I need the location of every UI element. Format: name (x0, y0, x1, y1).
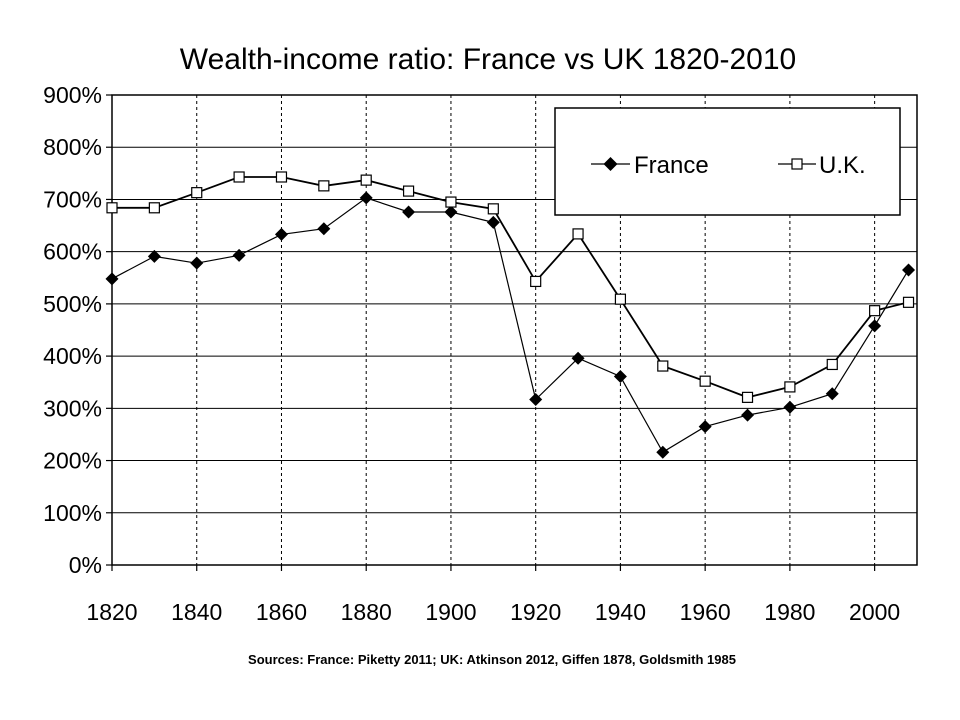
y-tick-label: 300% (43, 395, 102, 421)
u-k-point (784, 381, 796, 393)
y-tick-label: 800% (43, 134, 102, 160)
legend-france-label: France (634, 152, 709, 179)
u-k-point (869, 305, 881, 317)
france-point (444, 205, 458, 219)
france-line (111, 197, 910, 454)
y-tick-label: 0% (69, 552, 102, 578)
france-point (656, 445, 670, 459)
x-tick-label: 1860 (256, 599, 307, 625)
legend-uk-label: U.K. (819, 152, 866, 179)
u-k-point (106, 202, 118, 214)
y-tick-label: 700% (43, 186, 102, 212)
x-tick-label: 1840 (171, 599, 222, 625)
u-k-point (402, 185, 415, 197)
france-point (825, 387, 839, 401)
france-point (902, 263, 916, 277)
france-point (359, 191, 373, 205)
legend: France U.K. (554, 107, 901, 216)
france-point (868, 319, 882, 333)
u-k-point (741, 391, 754, 403)
x-axis: 1820 1840 1860 1880 1900 1920 1940 1960 1980 2000 (86, 565, 900, 625)
y-tick-label: 600% (43, 239, 102, 265)
france-point (571, 351, 585, 365)
source-note: Sources: France: Piketty 2011; UK: Atkin… (248, 652, 736, 667)
u-k-line (112, 176, 909, 399)
u-k-point (233, 171, 245, 183)
y-axis: 0% 100% 200% 300% 400% 500% 600% 700% 800% 900% (43, 82, 112, 578)
legend-uk-marker (791, 158, 803, 170)
u-k-point (530, 275, 542, 288)
france-point (232, 248, 246, 262)
u-k-point (657, 360, 669, 372)
france-point (274, 227, 288, 241)
y-tick-label: 400% (43, 343, 102, 369)
u-k-point (572, 228, 584, 240)
x-tick-label: 1960 (680, 599, 731, 625)
legend-france-marker (603, 157, 618, 171)
u-k-point (826, 358, 838, 371)
u-k-point (360, 174, 372, 186)
u-k-point (275, 171, 288, 183)
u-k-point (318, 180, 330, 192)
y-tick-label: 500% (43, 291, 102, 317)
x-tick-label: 1940 (595, 599, 646, 625)
france-point (783, 400, 797, 414)
grid (112, 95, 917, 565)
france-point (147, 249, 161, 263)
france-point (613, 369, 627, 383)
france-point (105, 272, 119, 286)
u-k-point (902, 296, 915, 308)
u-k-point (445, 196, 457, 208)
y-tick-label: 100% (43, 500, 102, 526)
u-k-point (191, 187, 203, 199)
x-tick-label: 1820 (86, 599, 137, 625)
plot-frame (111, 94, 918, 566)
france-point (529, 392, 543, 406)
x-tick-label: 2000 (849, 599, 900, 625)
x-tick-label: 1980 (764, 599, 815, 625)
x-tick-label: 1900 (425, 599, 476, 625)
u-k-point (614, 293, 627, 305)
u-k-point (487, 203, 499, 215)
france-point (317, 222, 331, 236)
france-point (402, 205, 416, 219)
chart-title: Wealth-income ratio: France vs UK 1820-2… (180, 43, 796, 76)
france-point (190, 256, 204, 270)
france-point (698, 420, 712, 434)
y-tick-label: 200% (43, 448, 102, 474)
france-point (741, 408, 755, 422)
x-tick-label: 1880 (341, 599, 392, 625)
y-tick-label: 900% (43, 82, 102, 108)
france-point (486, 215, 500, 229)
u-k-point (699, 375, 711, 387)
x-tick-label: 1920 (510, 599, 561, 625)
u-k-point (148, 202, 160, 214)
series-layer (105, 171, 916, 459)
